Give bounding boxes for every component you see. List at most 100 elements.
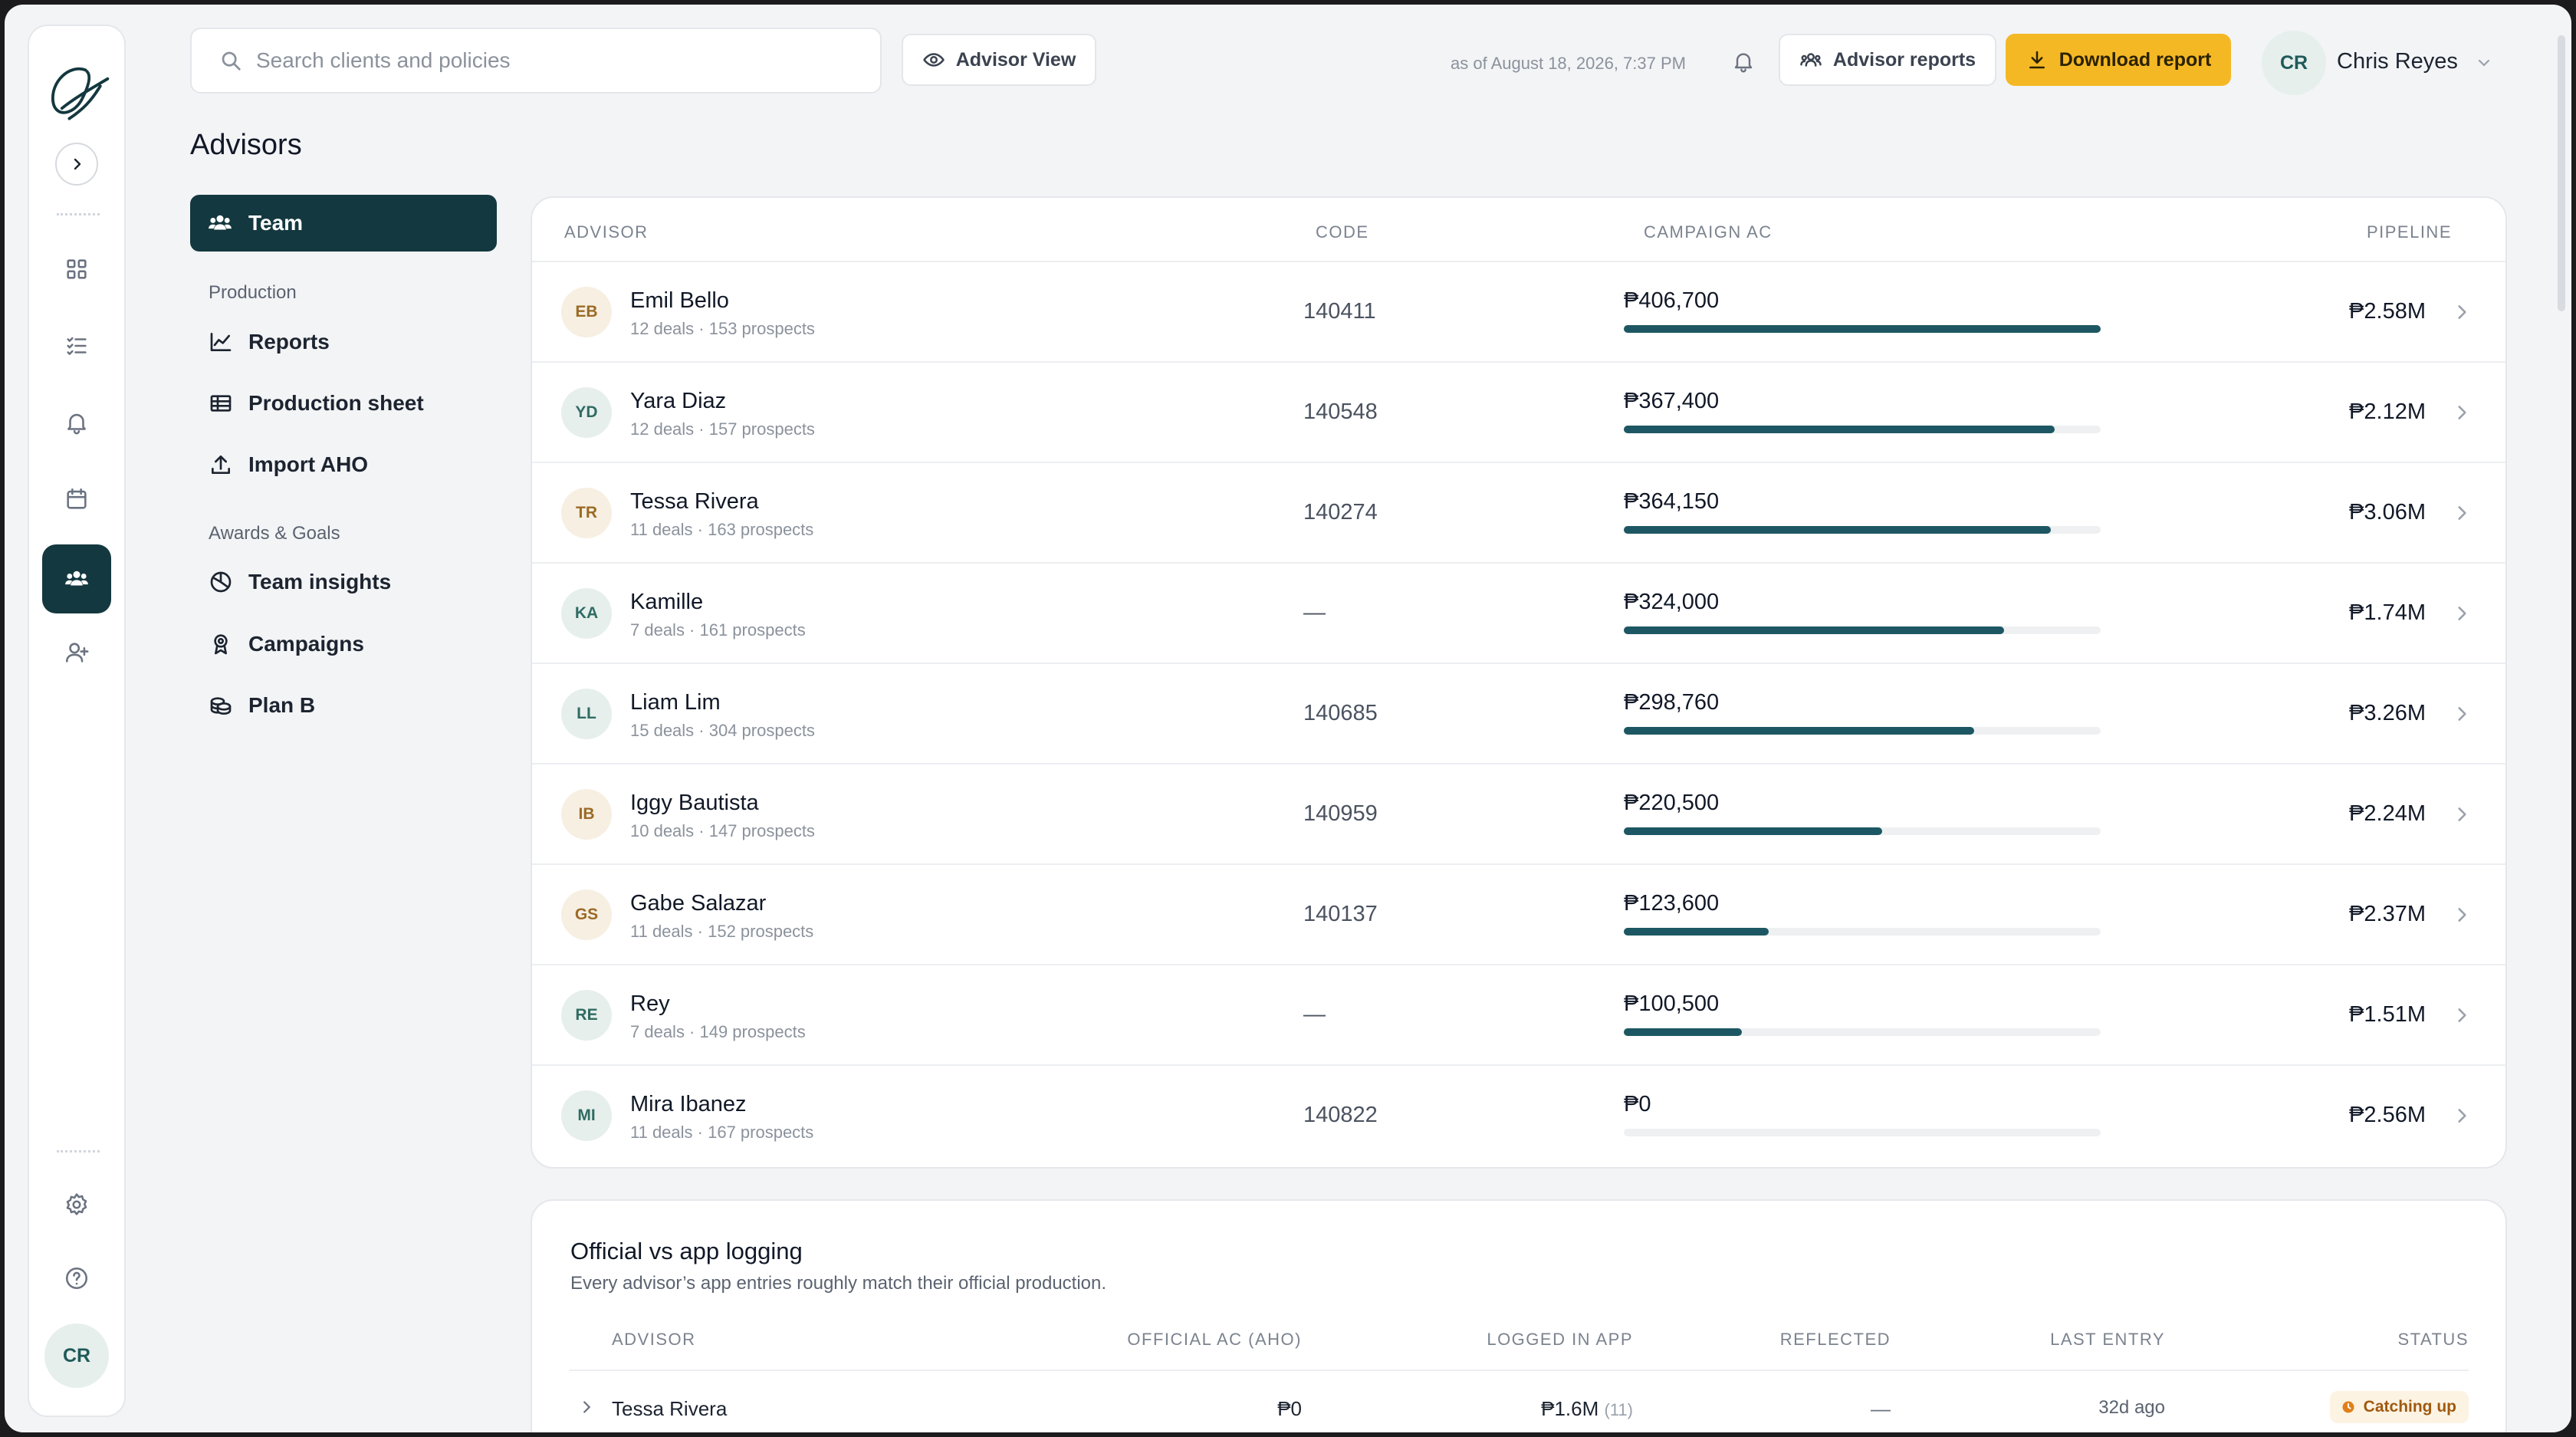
- campaign-ac-bar: [1624, 426, 2101, 433]
- page-scrollbar[interactable]: [2558, 35, 2565, 311]
- chevron-right-icon[interactable]: [2452, 804, 2472, 824]
- coins-icon: [210, 697, 232, 715]
- chevron-down-icon[interactable]: [2475, 54, 2493, 72]
- search-input[interactable]: Search clients and policies: [190, 28, 882, 94]
- tasks-icon[interactable]: [64, 333, 90, 359]
- pipeline-value: ₱3.06M: [2349, 500, 2426, 524]
- chevron-right-icon[interactable]: [2452, 1106, 2472, 1126]
- table-row[interactable]: YD Yara Diaz 12 deals · 157 prospects 14054…: [532, 361, 2505, 462]
- campaign-ac-bar-fill: [1624, 727, 1974, 735]
- advisor-code: 140137: [1303, 902, 1378, 926]
- bell-icon[interactable]: [64, 409, 90, 436]
- advisor-name: Liam Lim: [630, 690, 721, 715]
- table-row[interactable]: IB Iggy Bautista 10 deals · 147 prospects 1…: [532, 763, 2505, 863]
- campaign-ac-bar: [1624, 727, 2101, 735]
- chevron-right-icon[interactable]: [2452, 302, 2472, 322]
- team-icon: [209, 215, 232, 230]
- logging-subtitle: Every advisor’s app entries roughly matc…: [570, 1273, 1107, 1294]
- header-divider: [569, 1370, 2469, 1371]
- advisor-code: 140274: [1303, 500, 1378, 524]
- nav-item-reports[interactable]: Reports: [209, 330, 330, 354]
- nav-item-production-sheet[interactable]: Production sheet: [209, 391, 424, 416]
- nav-item-label: Import AHO: [248, 452, 369, 476]
- nav-item-plan-b[interactable]: Plan B: [209, 693, 315, 718]
- team-nav-button[interactable]: [42, 544, 111, 613]
- campaign-ac-amount: ₱367,400: [1624, 389, 1720, 413]
- user-name[interactable]: Chris Reyes: [2337, 49, 2458, 74]
- nav-item-team[interactable]: Team: [190, 195, 497, 252]
- settings-icon[interactable]: [64, 1192, 90, 1218]
- campaign-ac-bar: [1624, 1028, 2101, 1036]
- advisor-name: Kamille: [630, 590, 704, 614]
- advisor-stats: 7 deals · 161 prospects: [630, 620, 806, 640]
- table-row[interactable]: EB Emil Bello 12 deals · 153 prospects 1404…: [532, 261, 2505, 361]
- nav-item-import-aho[interactable]: Import AHO: [209, 452, 368, 477]
- download-report-button[interactable]: Download report: [2006, 34, 2231, 86]
- logging-last-entry: 32d ago: [2098, 1397, 2165, 1418]
- chevron-right-icon[interactable]: [2452, 603, 2472, 623]
- advisor-name: Rey: [630, 991, 670, 1016]
- logged-amount: ₱1.6M: [1541, 1397, 1599, 1420]
- logging-logged-in-app: ₱1.6M (11): [1541, 1397, 1633, 1421]
- advisor-stats: 10 deals · 147 prospects: [630, 821, 815, 840]
- dashboard-icon[interactable]: [64, 256, 90, 282]
- campaign-ac-amount: ₱364,150: [1624, 489, 1720, 514]
- chevron-right-icon[interactable]: [2452, 503, 2472, 523]
- advisor-name: Emil Bello: [630, 288, 729, 313]
- table-row[interactable]: GS Gabe Salazar 11 deals · 152 prospects 14…: [532, 863, 2505, 964]
- campaign-ac-amount: ₱100,500: [1624, 991, 1720, 1016]
- campaign-ac-bar: [1624, 526, 2101, 534]
- main-area: Search clients and policies Advisor View…: [5, 5, 2571, 1432]
- advisor-code: —: [1303, 1002, 1326, 1027]
- pipeline-value: ₱2.37M: [2349, 902, 2426, 926]
- nav-item-team-insights[interactable]: Team insights: [209, 570, 391, 594]
- advisor-code: —: [1303, 600, 1326, 625]
- add-user-icon[interactable]: [64, 640, 90, 666]
- calendar-icon[interactable]: [64, 486, 90, 512]
- pipeline-value: ₱1.74M: [2349, 600, 2426, 625]
- table-row[interactable]: TR Tessa Rivera 11 deals · 163 prospects 14…: [532, 462, 2505, 562]
- table-row[interactable]: KA Kamille 7 deals · 161 prospects — ₱324,00…: [532, 562, 2505, 663]
- chevron-right-icon[interactable]: [2452, 403, 2472, 423]
- chevron-right-icon[interactable]: [2452, 704, 2472, 724]
- advisor-avatar: IB: [561, 789, 612, 840]
- campaign-ac-amount: ₱220,500: [1624, 791, 1720, 815]
- expand-sidebar-button[interactable]: [55, 143, 98, 186]
- icon-rail: CR: [28, 25, 126, 1417]
- advisor-view-button[interactable]: Advisor View: [902, 34, 1096, 86]
- notifications-button[interactable]: [1731, 49, 1757, 75]
- download-report-label: Download report: [2058, 48, 2212, 71]
- advisor-stats: 11 deals · 163 prospects: [630, 520, 814, 539]
- nav-item-label: Plan B: [248, 693, 316, 717]
- advisor-avatar: RE: [561, 990, 612, 1041]
- advisor-avatar: TR: [561, 488, 612, 538]
- advisor-name: Yara Diaz: [630, 389, 727, 413]
- nav-item-campaigns[interactable]: Campaigns: [209, 632, 364, 656]
- campaign-ac-bar: [1624, 1129, 2101, 1136]
- user-avatar[interactable]: CR: [2262, 31, 2326, 95]
- campaign-ac-amount: ₱324,000: [1624, 590, 1720, 614]
- chevron-right-icon[interactable]: [2452, 905, 2472, 925]
- chevron-right-icon[interactable]: [2452, 1005, 2472, 1025]
- team-icon: [1800, 53, 1822, 67]
- page-title: Advisors: [190, 129, 302, 161]
- help-icon[interactable]: [64, 1265, 90, 1291]
- chevron-right-icon[interactable]: [578, 1399, 595, 1416]
- advisor-code: 140959: [1303, 801, 1378, 826]
- campaign-ac-bar-fill: [1624, 827, 1882, 835]
- nav-item-label: Reports: [248, 330, 330, 353]
- advisor-name: Mira Ibanez: [630, 1092, 747, 1116]
- rail-user-avatar[interactable]: CR: [44, 1324, 109, 1388]
- table-row[interactable]: RE Rey 7 deals · 149 prospects — ₱100,500 ₱1.…: [532, 964, 2505, 1064]
- logging-reflected: —: [1871, 1397, 1891, 1420]
- advisor-avatar: KA: [561, 588, 612, 639]
- col-header-last-entry: LAST ENTRY: [2050, 1330, 2165, 1349]
- advisor-name: Iggy Bautista: [630, 791, 759, 815]
- table-row[interactable]: LL Liam Lim 15 deals · 304 prospects 140685…: [532, 663, 2505, 763]
- advisor-reports-button[interactable]: Advisor reports: [1779, 34, 1996, 86]
- logo-icon[interactable]: [40, 57, 113, 130]
- col-header-status: STATUS: [2397, 1330, 2469, 1349]
- rail-divider: [57, 1150, 100, 1153]
- table-row[interactable]: MI Mira Ibanez 11 deals · 167 prospects 140…: [532, 1064, 2505, 1165]
- upload-icon: [212, 455, 230, 474]
